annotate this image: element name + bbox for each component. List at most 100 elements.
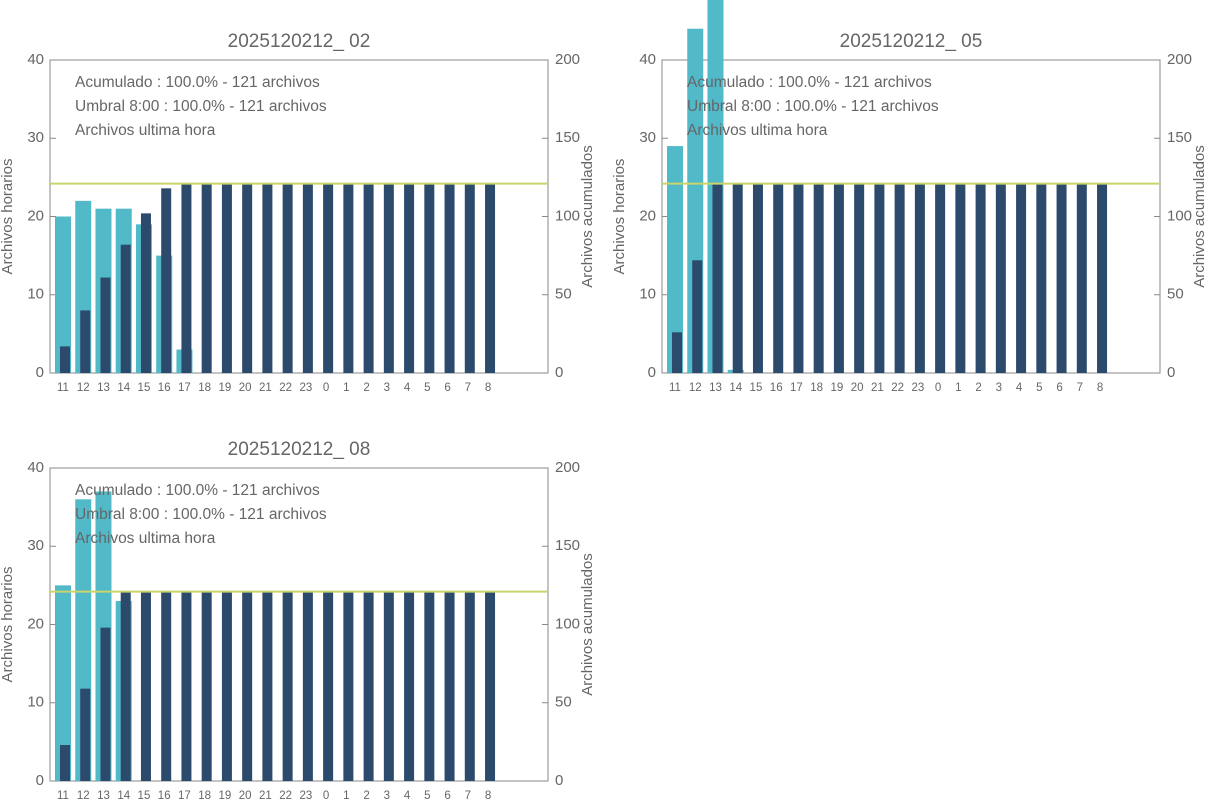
x-tick-label: 8 [485, 382, 491, 394]
y2-axis-label: Archivos acumulados [579, 145, 596, 288]
cumulative-bar [161, 591, 172, 781]
cumulative-bar [955, 183, 966, 373]
cumulative-bar [343, 591, 354, 781]
x-tick-label: 20 [851, 382, 864, 394]
cumulative-bar [1056, 183, 1067, 373]
x-tick-label: 4 [1016, 382, 1023, 394]
subplot: 2025120212_ 05010203040050100150200Archi… [611, 0, 1206, 394]
cumulative-bar [464, 183, 475, 373]
legend-entry: Archivos ultima hora [75, 530, 216, 547]
x-tick-label: 2 [975, 382, 981, 394]
cumulative-bar [995, 183, 1006, 373]
y-tick-label: 40 [27, 51, 44, 68]
y-tick-label: 20 [27, 615, 44, 632]
cumulative-bar [712, 183, 723, 373]
y2-axis-label: Archivos acumulados [1191, 145, 1206, 288]
x-tick-label: 5 [1036, 382, 1042, 394]
subplot: 2025120212_ 02010203040050100150200Archi… [0, 31, 596, 394]
chart-title: 2025120212_ 08 [228, 439, 371, 460]
cumulative-bar [60, 346, 70, 373]
x-tick-label: 11 [669, 382, 681, 394]
y2-tick-label: 150 [1167, 129, 1192, 146]
x-tick-label: 17 [178, 382, 191, 394]
cumulative-bar [383, 183, 394, 373]
cumulative-bar [464, 591, 475, 781]
y-tick-label: 30 [27, 537, 44, 554]
cumulative-bar [363, 591, 374, 781]
x-tick-label: 7 [465, 382, 471, 394]
cumulative-bar [201, 591, 212, 781]
x-tick-label: 12 [77, 382, 90, 394]
y2-tick-label: 0 [1167, 364, 1175, 381]
x-tick-label: 4 [404, 382, 411, 394]
cumulative-bar [1016, 183, 1027, 373]
x-tick-label: 8 [1097, 382, 1103, 394]
y-tick-label: 10 [27, 286, 44, 303]
cumulative-bar [60, 745, 70, 781]
x-tick-label: 21 [259, 790, 272, 802]
cumulative-bar [80, 688, 91, 781]
cumulative-bar [692, 260, 703, 373]
cumulative-bar [221, 591, 232, 781]
x-tick-label: 12 [689, 382, 702, 394]
x-tick-label: 13 [97, 790, 110, 802]
x-tick-label: 8 [485, 790, 491, 802]
x-tick-label: 23 [299, 382, 312, 394]
x-tick-label: 6 [444, 790, 450, 802]
cumulative-bar [874, 183, 885, 373]
x-tick-label: 14 [117, 382, 130, 394]
x-tick-label: 14 [729, 382, 742, 394]
x-tick-label: 18 [198, 790, 211, 802]
x-tick-label: 5 [424, 790, 430, 802]
cumulative-bar [854, 183, 865, 373]
y-axis-label: Archivos horarios [0, 567, 16, 683]
cumulative-bar [773, 183, 784, 373]
hourly-bar [55, 216, 71, 373]
cumulative-bar [894, 183, 905, 373]
x-tick-label: 1 [955, 382, 961, 394]
x-tick-label: 15 [138, 382, 151, 394]
legend-entry: Acumulado : 100.0% - 121 archivos [687, 74, 932, 91]
y-tick-label: 0 [36, 772, 44, 789]
y2-tick-label: 50 [555, 286, 572, 303]
cumulative-bar [1097, 183, 1108, 373]
y2-axis-label: Archivos acumulados [579, 553, 596, 696]
cumulative-bar [282, 183, 293, 373]
y2-tick-label: 0 [555, 772, 563, 789]
x-tick-label: 17 [178, 790, 191, 802]
x-tick-label: 18 [198, 382, 211, 394]
x-tick-label: 15 [750, 382, 763, 394]
y2-tick-label: 100 [1167, 207, 1192, 224]
x-tick-label: 17 [790, 382, 803, 394]
x-tick-label: 3 [996, 382, 1002, 394]
cumulative-bar [343, 183, 354, 373]
cumulative-bar [404, 183, 415, 373]
cumulative-bar [323, 183, 334, 373]
cumulative-bar [833, 183, 844, 373]
x-tick-label: 18 [810, 382, 823, 394]
y-axis-label: Archivos horarios [0, 159, 16, 275]
cumulative-bar [140, 213, 151, 373]
y-tick-label: 30 [639, 129, 656, 146]
x-tick-label: 11 [57, 790, 69, 802]
x-tick-label: 19 [219, 382, 232, 394]
x-tick-label: 23 [911, 382, 924, 394]
cumulative-bar [262, 591, 273, 781]
y-tick-label: 30 [27, 129, 44, 146]
chart-title: 2025120212_ 02 [228, 31, 371, 52]
x-tick-label: 3 [384, 790, 390, 802]
cumulative-bar [181, 591, 192, 781]
cumulative-bar [221, 183, 232, 373]
cumulative-bar [444, 183, 455, 373]
cumulative-bar [914, 183, 925, 373]
cumulative-bar [424, 591, 435, 781]
x-tick-label: 5 [424, 382, 430, 394]
cumulative-bar [120, 591, 131, 781]
cumulative-bar [80, 310, 91, 373]
x-tick-label: 0 [935, 382, 941, 394]
x-tick-label: 1 [343, 790, 349, 802]
cumulative-bar [323, 591, 334, 781]
hourly-bar [667, 146, 683, 373]
y2-tick-label: 100 [555, 207, 580, 224]
